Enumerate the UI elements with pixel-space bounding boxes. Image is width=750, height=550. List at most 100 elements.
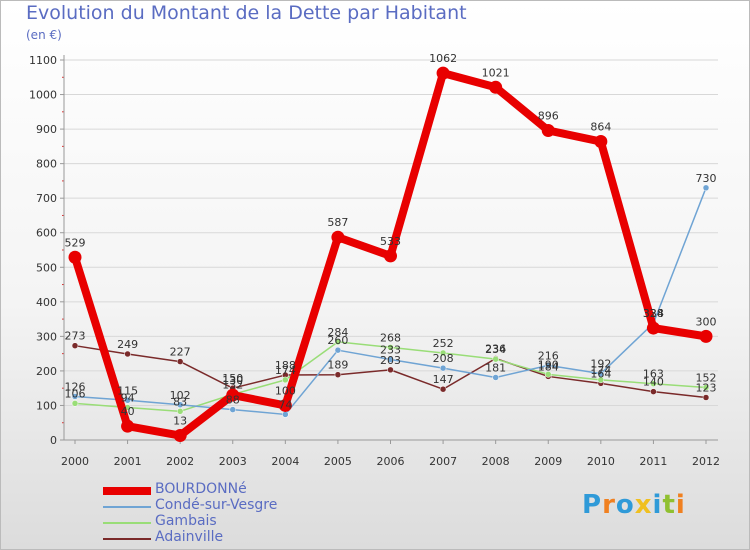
data-label: 338 bbox=[643, 307, 664, 320]
data-label: 100 bbox=[275, 384, 296, 397]
data-label: 234 bbox=[485, 343, 506, 356]
data-label: 216 bbox=[538, 349, 559, 362]
legend-swatch bbox=[103, 538, 151, 540]
x-tick-label: 2010 bbox=[587, 455, 615, 468]
logo-letter: i bbox=[675, 490, 686, 520]
logo-letter: o bbox=[615, 490, 635, 520]
data-label: 83 bbox=[173, 395, 187, 408]
x-tick-label: 2006 bbox=[377, 455, 405, 468]
data-point bbox=[173, 429, 187, 443]
data-label: 249 bbox=[117, 338, 138, 351]
data-point bbox=[71, 342, 79, 349]
legend-label: Gambais bbox=[155, 513, 217, 529]
data-label: 203 bbox=[380, 354, 401, 367]
data-label: 152 bbox=[696, 371, 717, 384]
data-point bbox=[282, 376, 289, 384]
x-tick-label: 2011 bbox=[639, 455, 667, 468]
data-point bbox=[71, 400, 79, 407]
data-point bbox=[702, 184, 710, 192]
logo-letter: i bbox=[652, 490, 663, 520]
data-label: 284 bbox=[327, 326, 348, 339]
data-label: 150 bbox=[222, 372, 243, 385]
data-point bbox=[702, 394, 710, 401]
legend-label: BOURDONNé bbox=[155, 481, 247, 497]
legend-swatch bbox=[103, 487, 151, 495]
data-label: 174 bbox=[275, 364, 296, 377]
data-label: 273 bbox=[65, 330, 86, 343]
data-point bbox=[597, 370, 605, 377]
data-label: 236 bbox=[485, 342, 506, 355]
data-label: 1021 bbox=[482, 66, 510, 79]
data-point bbox=[545, 362, 552, 369]
data-point bbox=[699, 329, 713, 343]
data-label: 896 bbox=[538, 109, 559, 122]
data-label: 164 bbox=[590, 367, 611, 380]
data-label: 252 bbox=[433, 337, 454, 350]
data-label: 13 bbox=[173, 415, 187, 428]
legend-item-gambais: Gambais bbox=[103, 513, 323, 531]
data-point bbox=[492, 374, 499, 381]
data-point bbox=[282, 411, 289, 418]
data-label: 190 bbox=[538, 358, 559, 371]
data-point bbox=[176, 358, 184, 365]
x-tick-label: 2005 bbox=[324, 455, 352, 468]
data-label: 126 bbox=[65, 380, 86, 393]
logo-letter: x bbox=[634, 490, 653, 520]
logo-letter: r bbox=[602, 490, 616, 520]
data-label: 533 bbox=[380, 235, 401, 248]
data-point bbox=[334, 371, 342, 378]
data-point bbox=[124, 397, 131, 404]
y-tick-label: 0 bbox=[50, 434, 57, 447]
x-tick-label: 2012 bbox=[692, 455, 720, 468]
x-tick-label: 2008 bbox=[482, 455, 510, 468]
data-point bbox=[541, 123, 555, 137]
data-label: 147 bbox=[433, 373, 454, 386]
data-point bbox=[492, 355, 499, 363]
data-label: 268 bbox=[380, 331, 401, 344]
data-label: 730 bbox=[696, 172, 717, 185]
data-labels: 529 40 13 130 100 587 533 1062 1021 896 864 324 300 1… bbox=[65, 52, 717, 427]
y-tick-label: 300 bbox=[36, 330, 57, 343]
x-tick-label: 2001 bbox=[114, 455, 142, 468]
y-tick-label: 800 bbox=[36, 158, 57, 171]
data-label: 864 bbox=[590, 121, 611, 134]
data-point bbox=[176, 401, 184, 409]
data-point bbox=[68, 250, 82, 264]
data-point bbox=[439, 364, 447, 372]
grid bbox=[64, 59, 718, 406]
data-point bbox=[387, 344, 394, 351]
y-tick-label: 100 bbox=[36, 399, 57, 412]
data-label: 132 bbox=[222, 378, 243, 391]
y-tick-label: 200 bbox=[36, 365, 57, 378]
data-label: 88 bbox=[226, 394, 240, 407]
data-label: 208 bbox=[433, 352, 454, 365]
data-label: 324 bbox=[643, 307, 664, 320]
data-label: 260 bbox=[327, 334, 348, 347]
data-point bbox=[176, 408, 184, 415]
data-point bbox=[229, 406, 236, 413]
y-tick-label: 900 bbox=[36, 123, 57, 136]
x-tick-label: 2002 bbox=[166, 455, 194, 468]
data-point bbox=[436, 66, 450, 80]
data-point bbox=[384, 249, 397, 263]
data-point bbox=[439, 349, 447, 357]
legend-item-bourdonne: BOURDONNé bbox=[103, 481, 323, 499]
y-tick-label: 500 bbox=[36, 261, 57, 274]
data-label: 184 bbox=[538, 360, 559, 373]
data-label: 188 bbox=[275, 359, 296, 372]
data-label: 181 bbox=[485, 361, 506, 374]
data-label: 74 bbox=[278, 398, 292, 411]
data-point bbox=[334, 346, 342, 354]
legend-label: Condé-sur-Vesgre bbox=[155, 497, 278, 513]
data-point bbox=[121, 419, 135, 433]
legend-item-adainville: Adainville bbox=[103, 529, 323, 547]
data-label: 529 bbox=[65, 236, 86, 249]
data-point bbox=[439, 385, 447, 393]
data-label: 106 bbox=[65, 387, 86, 400]
legend-swatch bbox=[103, 506, 151, 508]
chart-subtitle: (en €) bbox=[26, 28, 62, 42]
data-point bbox=[489, 80, 503, 94]
data-point bbox=[702, 384, 710, 391]
data-point bbox=[226, 388, 240, 402]
